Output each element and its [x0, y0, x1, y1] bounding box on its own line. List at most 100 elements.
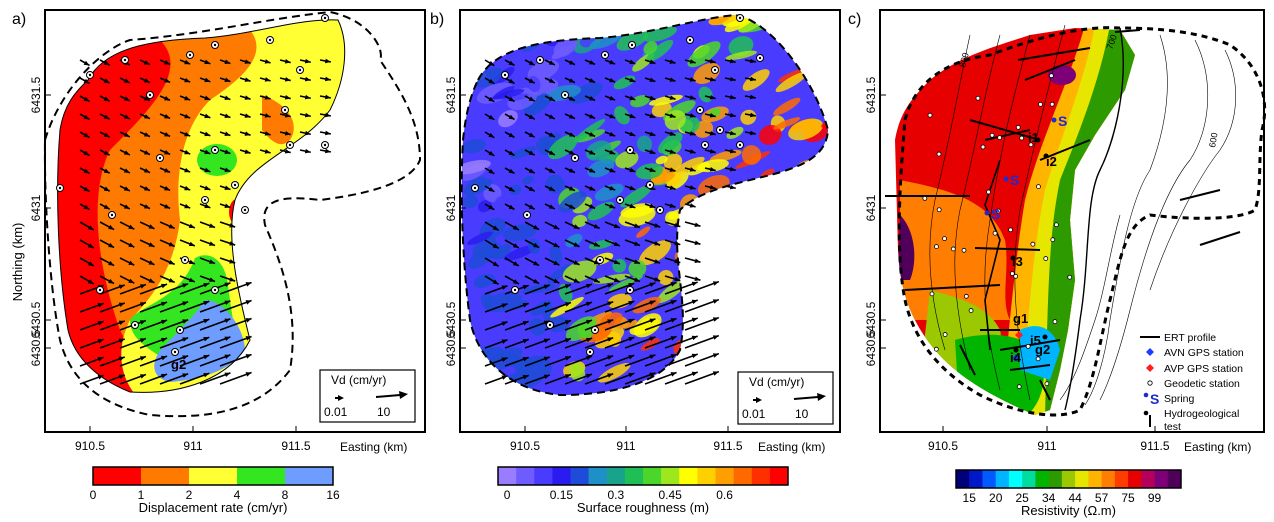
vector-head: [224, 77, 231, 82]
vector-shaft: [684, 280, 720, 295]
vector-head: [123, 186, 130, 191]
gps-station-dot: [688, 38, 692, 42]
gps-station-dot: [233, 183, 237, 187]
vector-head: [749, 58, 756, 64]
vector-head: [712, 281, 719, 286]
vector-head: [694, 276, 701, 281]
vector-shaft: [664, 353, 698, 367]
vector-head: [148, 278, 155, 283]
vector-head: [224, 318, 231, 323]
geodetic-station: [989, 132, 995, 138]
roughness-patch: [642, 25, 677, 43]
vector-head: [244, 77, 251, 82]
geodetic-station: [975, 95, 981, 101]
vector-head: [508, 60, 515, 66]
vector-head: [244, 149, 251, 154]
roughness-patch: [628, 260, 647, 277]
geodetic-station: [933, 346, 939, 352]
annotation-i1: i1: [1028, 130, 1039, 145]
vector-head: [670, 354, 677, 359]
vector-head: [573, 242, 580, 247]
colorbar-swatch: [1154, 470, 1169, 488]
gps-station-dot: [173, 350, 177, 354]
vector-head: [139, 320, 146, 325]
gps-station-dot: [213, 43, 217, 47]
vector-head: [204, 203, 211, 209]
vector-head: [629, 77, 636, 83]
ert-profile-line: [1009, 364, 1051, 371]
legend-item-label: Hydrogeological: [1164, 408, 1239, 420]
gps-station-dot: [628, 148, 632, 152]
colorbar-title: Displacement rate (cm/yr): [139, 500, 288, 515]
vector-head: [548, 96, 555, 101]
vector-head: [609, 95, 616, 101]
vector-head: [492, 243, 499, 249]
roughness-patch: [498, 110, 518, 128]
vector-head: [118, 374, 125, 380]
geodetic-station: [992, 230, 998, 236]
colorbar-swatch: [969, 470, 983, 488]
colorbar-swatch: [141, 467, 190, 485]
vector-shaft: [664, 371, 698, 385]
contour-line: [1149, 49, 1236, 291]
vector-head: [543, 374, 550, 380]
gps-stations: [56, 14, 329, 356]
vector-shaft: [219, 353, 252, 367]
vector-head: [83, 78, 90, 84]
vector-head: [488, 204, 495, 210]
vector-head: [589, 114, 596, 119]
geodetic-station: [1035, 356, 1041, 362]
vector-head: [203, 319, 210, 324]
vector-head: [203, 355, 210, 360]
vector-head: [143, 204, 150, 209]
vector-head: [609, 59, 616, 65]
colorbar-swatch: [661, 467, 680, 485]
vector-head: [709, 149, 716, 154]
vector-head: [589, 186, 596, 191]
legend-diamond-symbol: [1146, 348, 1154, 356]
vector-head: [689, 95, 696, 100]
vector-head: [609, 185, 616, 191]
hydro-test-dot: [1042, 334, 1048, 340]
gps-station-dot: [703, 143, 707, 147]
vector-head: [712, 353, 719, 358]
vector-head: [324, 58, 331, 64]
vector-head: [568, 150, 575, 155]
roughness-patch: [461, 159, 491, 175]
vector-head: [103, 114, 110, 120]
roughness-patch: [569, 361, 585, 382]
roughness-patch: [461, 138, 486, 154]
vector-head: [729, 148, 736, 154]
geodetic-station: [1052, 319, 1058, 325]
panel-c: 600 700 800 i1 i2 i3 i5 i4 g1 g2 S S S ERT profile AVN…: [848, 9, 1267, 454]
x-tick-label: 911.5: [713, 439, 742, 453]
vector-head: [609, 203, 616, 209]
colorbar-tick-label: 1: [138, 488, 145, 502]
gps-station-dot: [298, 68, 302, 72]
vector-head: [522, 285, 529, 290]
vector-head: [533, 242, 540, 248]
vector-head: [564, 374, 571, 379]
vector-head: [224, 300, 231, 305]
vector-head: [324, 76, 331, 82]
colorbar-tick-label: 57: [1095, 491, 1109, 505]
roughness-patch: [648, 94, 683, 106]
vector-head: [244, 131, 251, 136]
vector-shaft: [644, 353, 677, 367]
roughness-patch: [630, 95, 650, 108]
vector-head: [143, 96, 150, 101]
roughness-patch: [528, 318, 546, 336]
roughness-patch: [502, 224, 537, 241]
vector-head: [689, 113, 696, 118]
axis-label-northing: Northing (km): [10, 223, 25, 302]
roughness-patch: [549, 245, 563, 265]
vector-head: [224, 113, 231, 118]
gps-station-dot: [183, 258, 187, 262]
gps-station-dot: [283, 108, 287, 112]
vector-head: [139, 284, 146, 289]
vector-head: [492, 279, 499, 285]
vector-head: [729, 112, 736, 118]
vector-head: [103, 150, 110, 156]
axis-label-easting: Easting (km): [758, 440, 825, 454]
colorbar-tick-label: 0.15: [550, 488, 574, 502]
